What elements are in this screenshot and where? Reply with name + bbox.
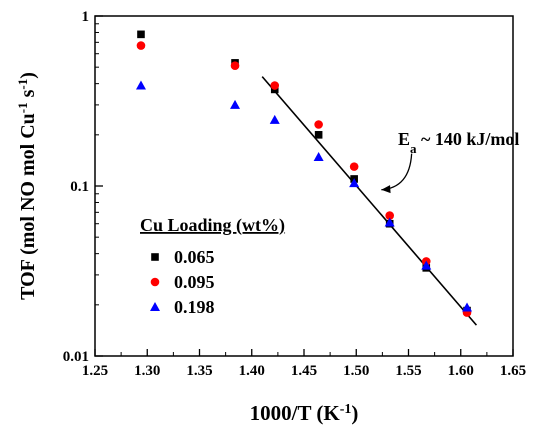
fit-line: [261, 76, 478, 326]
y-tick-label: 0.01: [63, 349, 89, 365]
data-point-triangle: [349, 178, 360, 188]
y-tick-label: 1: [82, 9, 90, 25]
x-tick-label: 1.25: [82, 363, 108, 379]
data-point-square: [137, 30, 145, 39]
data-point-triangle: [384, 217, 395, 227]
data-point-square: [314, 131, 323, 139]
plot-area: [94, 15, 514, 357]
x-axis-label: 1000/T (K-1): [250, 401, 359, 425]
data-point-circle: [270, 81, 280, 90]
data-point-triangle: [269, 114, 280, 124]
plot-frame: [94, 15, 514, 357]
activation-energy-annotation: Ea ~ 140 kJ/mol: [381, 129, 519, 194]
legend-label: 0.198: [174, 297, 215, 317]
data-point-triangle: [462, 302, 473, 312]
annotation-arrowhead: [381, 185, 391, 194]
activation-energy-label: Ea ~ 140 kJ/mol: [398, 129, 519, 156]
x-tick-label: 1.60: [448, 363, 474, 379]
annotation-arrow: [381, 153, 413, 191]
x-tick-label: 1.45: [291, 363, 317, 379]
legend: Cu Loading (wt%) 0.065 0.095 0.198: [140, 215, 285, 317]
data-point-triangle: [135, 80, 146, 90]
legend-marker-square: [151, 253, 159, 261]
x-tick-label: 1.40: [239, 363, 265, 379]
legend-marker-circle: [150, 277, 160, 287]
fit-line-layer: [261, 76, 478, 326]
data-point-circle: [230, 61, 240, 71]
data-points-layer: [135, 30, 473, 317]
data-point-circle: [349, 162, 359, 171]
data-point-circle: [314, 120, 323, 129]
data-point-triangle: [421, 260, 432, 270]
y-tick-label: 0.1: [70, 179, 89, 195]
data-point-circle: [385, 211, 394, 220]
data-point-triangle: [230, 99, 241, 109]
legend-marker-triangle: [150, 302, 160, 311]
y-axis-label: TOF (mol NO mol Cu-1 s-1): [15, 72, 40, 300]
data-point-triangle: [313, 152, 324, 162]
x-tick-label: 1.30: [134, 363, 160, 379]
x-tick-label: 1.65: [500, 363, 526, 379]
data-point-circle: [136, 41, 146, 50]
x-tick-label: 1.55: [395, 363, 421, 379]
legend-title: Cu Loading (wt%): [140, 215, 285, 236]
x-tick-label: 1.50: [343, 363, 369, 379]
x-tick-label: 1.35: [186, 363, 212, 379]
legend-label: 0.065: [174, 247, 215, 267]
y-axis-ticks: 0.01 0.1 1: [63, 9, 103, 365]
x-axis-ticks: 1.25 1.30 1.35 1.40 1.45 1.50 1.55 1.60 1.65: [82, 349, 526, 379]
legend-label: 0.095: [174, 272, 215, 292]
